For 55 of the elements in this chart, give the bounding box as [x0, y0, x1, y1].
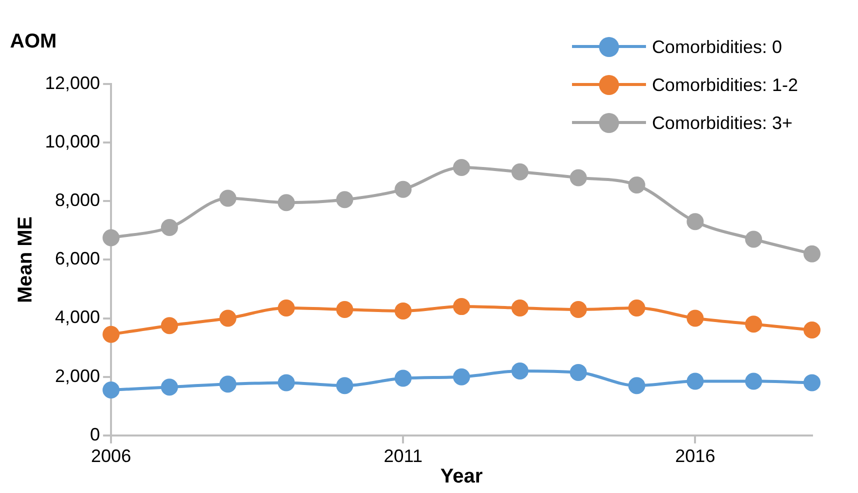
point [570, 300, 587, 318]
point [511, 163, 528, 180]
point [628, 300, 646, 317]
point [278, 300, 295, 317]
legend-label: Comorbidities: 0 [652, 36, 782, 58]
x-tick-label: 2011 [384, 446, 422, 466]
point [336, 191, 354, 208]
chart-title: AOM [10, 30, 57, 53]
point [804, 374, 820, 392]
point [570, 364, 587, 381]
point [160, 317, 178, 334]
point [686, 213, 704, 230]
x-axis-title: Year [440, 466, 483, 488]
x-tick-label: 2016 [675, 446, 716, 466]
point [453, 298, 470, 316]
point [570, 169, 587, 186]
point [453, 368, 470, 386]
x-tick-label: 2006 [91, 446, 132, 466]
point [686, 310, 704, 327]
point [745, 230, 762, 248]
point [394, 180, 412, 198]
y-tick-label: 8,000 [55, 190, 100, 210]
point [511, 300, 528, 317]
y-tick-label: 12,000 [44, 72, 100, 93]
y-axis-title: Mean ME [14, 216, 37, 304]
legend-label: Comorbidities: 3+ [652, 112, 793, 134]
point [453, 158, 470, 176]
point [278, 374, 295, 392]
point [628, 377, 646, 394]
point [160, 378, 178, 396]
point [102, 382, 120, 399]
point [804, 245, 820, 262]
y-tick-label: 0 [90, 424, 100, 444]
point [336, 300, 354, 318]
point [686, 372, 704, 390]
point [394, 370, 412, 387]
y-tick-label: 6,000 [55, 248, 100, 269]
legend-label: Comorbidities: 1-2 [652, 74, 798, 96]
point [745, 372, 762, 390]
point [219, 190, 236, 207]
point [628, 176, 646, 194]
y-tick-label: 4,000 [55, 307, 100, 328]
point [394, 302, 412, 320]
y-tick-label: 2,000 [55, 366, 100, 386]
point [336, 377, 354, 394]
point [278, 194, 295, 212]
point [219, 310, 236, 327]
point [102, 326, 120, 343]
point [160, 218, 178, 236]
point [804, 321, 820, 338]
point [219, 376, 236, 393]
y-tick-label: 10,000 [44, 132, 100, 152]
point [511, 362, 528, 380]
point [102, 229, 120, 246]
point [745, 316, 762, 333]
